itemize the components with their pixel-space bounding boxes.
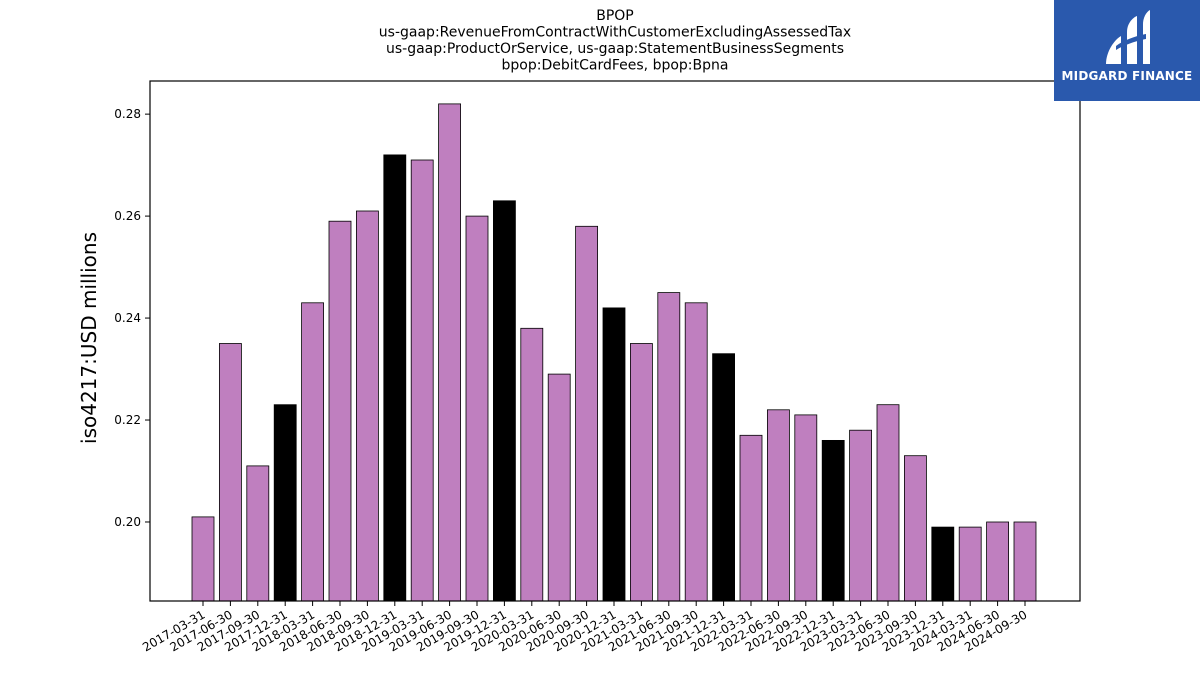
bar-2017-06-30 [218,343,242,602]
bar-2019-09-30 [465,215,489,602]
y-tick-label-0.24: 0.24 [114,311,141,325]
bar-2022-09-30 [794,414,818,602]
title-line-3: us-gaap:ProductOrService, us-gaap:Statem… [386,41,844,57]
bar-2022-03-31 [739,434,763,602]
bar-2020-09-30 [575,225,598,602]
title-line-1: BPOP [596,8,634,24]
bar-2023-06-30 [876,404,900,602]
bar-2020-03-31 [520,327,544,602]
title-line-2: us-gaap:RevenueFromContractWithCustomerE… [379,25,851,41]
bar-2021-03-31 [630,343,653,602]
bar-2024-09-30 [1013,521,1037,602]
bar-2017-09-30 [246,465,270,602]
bar-2017-12-31 [273,404,297,602]
bar-2018-06-30 [328,220,352,602]
bar-2024-03-31 [958,526,982,602]
plot-area-frame [149,80,1081,602]
title-line-4: bpop:DebitCardFees, bpop:Bpna [502,58,729,74]
bar-2020-12-31 [602,307,626,602]
bar-2018-09-30 [355,210,379,602]
y-tick-label-0.22: 0.22 [114,413,141,427]
y-tick-label-0.28: 0.28 [114,107,141,121]
bar-2022-12-31 [821,439,845,602]
bar-2021-12-31 [712,353,735,602]
bar-2019-03-31 [410,159,434,602]
bar-2023-09-30 [904,455,927,602]
bar-2017-03-31 [191,516,215,602]
y-tick-label-0.20: 0.20 [114,515,141,529]
y-axis-label: iso4217:USD millions [77,232,101,444]
bar-2021-09-30 [684,302,708,602]
bar-2019-06-30 [438,103,462,602]
chart-title: BPOPus-gaap:RevenueFromContractWithCusto… [379,8,851,74]
bar-2023-03-31 [849,429,872,602]
y-tick-label-0.26: 0.26 [114,209,141,223]
bar-2019-12-31 [492,200,516,602]
bar-2018-03-31 [301,302,325,602]
bar-2021-06-30 [657,292,681,602]
logo-text: MIDGARD FINANCE [1061,69,1193,83]
bar-series [191,103,1037,602]
y-axis: 0.20 0.22 0.24 0.26 0.28 [114,107,150,529]
midgard-finance-logo: MIDGARD FINANCE [1054,0,1200,101]
x-axis: 2017-03-312017-06-302017-09-302017-12-31… [140,601,1030,654]
bar-2022-06-30 [767,409,790,602]
bar-2018-12-31 [383,154,407,602]
bar-2020-06-30 [547,373,571,602]
midgard-logo-icon [1106,10,1150,64]
bar-2023-12-31 [931,526,955,602]
bar-2024-06-30 [986,521,1009,602]
